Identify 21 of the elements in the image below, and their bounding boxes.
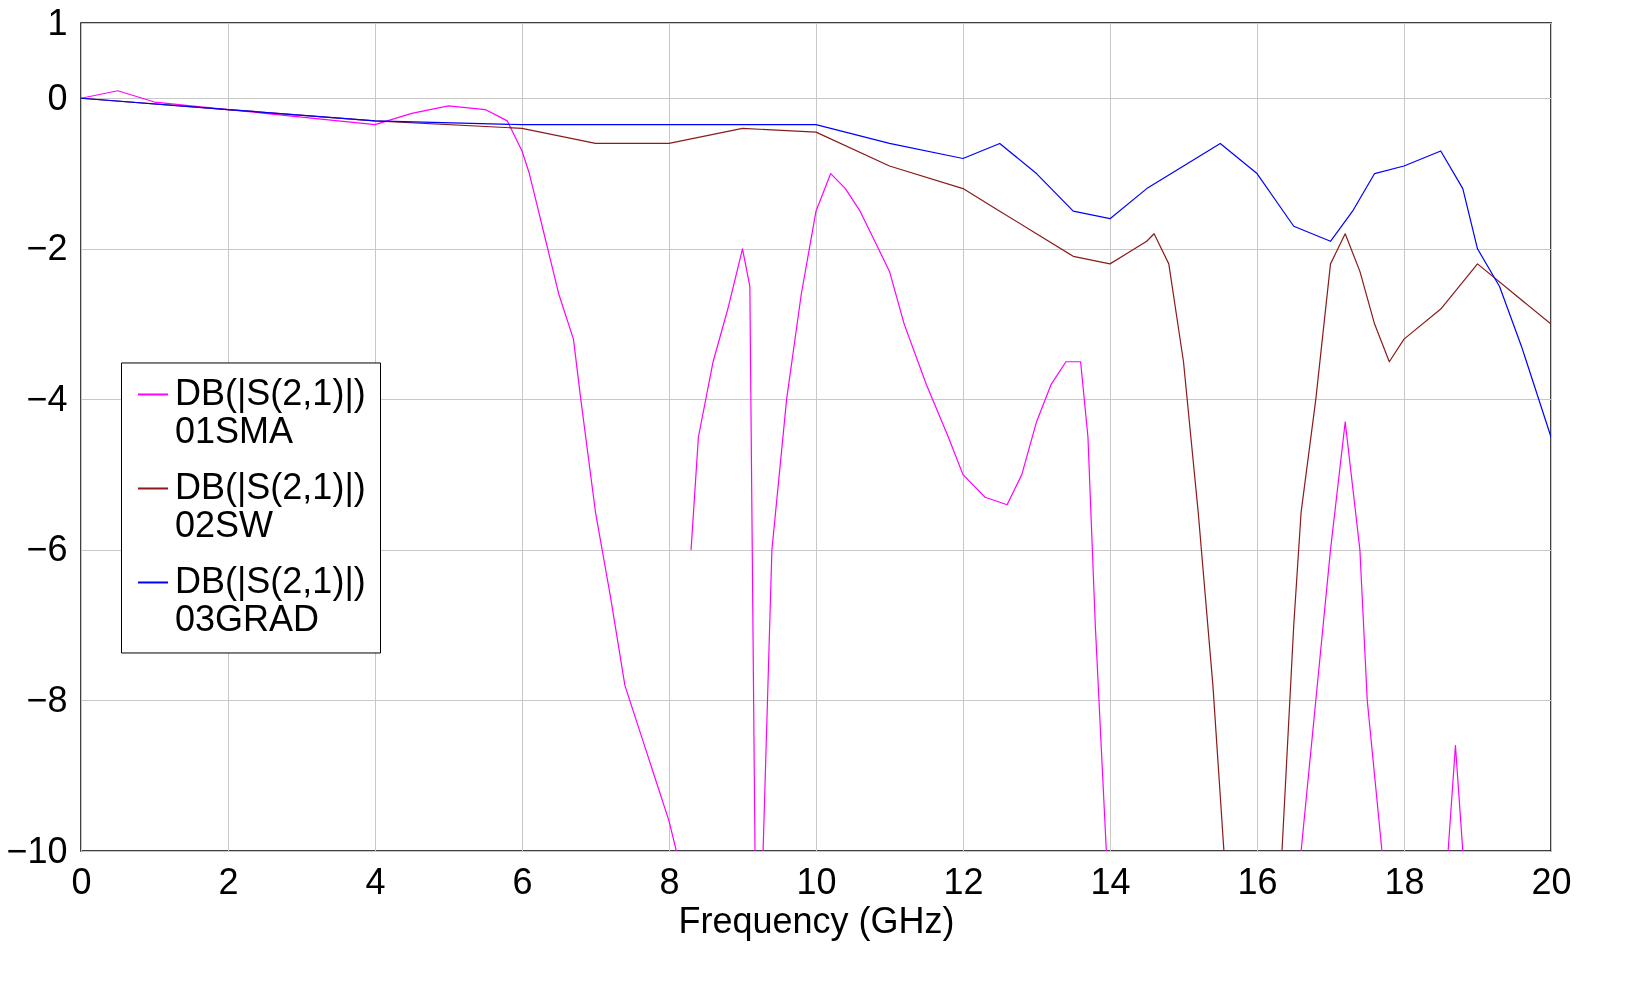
y-tick-label: −6 bbox=[26, 528, 68, 570]
x-tick-label: 10 bbox=[796, 860, 837, 902]
y-tick-label: −8 bbox=[26, 678, 68, 720]
y-tick-label: −4 bbox=[26, 377, 68, 419]
y-tick-label: −2 bbox=[26, 227, 68, 269]
x-tick-label: 2 bbox=[218, 860, 239, 902]
legend-label: DB(|S(2,1)|) 03GRAD bbox=[175, 560, 366, 640]
x-tick-label: 6 bbox=[512, 860, 533, 902]
x-tick-label: 4 bbox=[365, 860, 386, 902]
y-tick-label: −10 bbox=[6, 829, 68, 871]
x-tick-label: 12 bbox=[943, 860, 984, 902]
x-tick-label: 18 bbox=[1384, 860, 1425, 902]
y-tick-label: 1 bbox=[47, 1, 68, 43]
x-tick-label: 14 bbox=[1090, 860, 1131, 902]
x-tick-label: 8 bbox=[659, 860, 680, 902]
y-tick-label: 0 bbox=[47, 76, 68, 118]
x-tick-label: 16 bbox=[1237, 860, 1278, 902]
x-axis-title: Frequency (GHz) bbox=[678, 899, 955, 941]
legend-label: DB(|S(2,1)|) 02SW bbox=[175, 466, 366, 546]
x-tick-label: 20 bbox=[1531, 860, 1572, 902]
legend-label: DB(|S(2,1)|) 01SMA bbox=[175, 372, 366, 452]
